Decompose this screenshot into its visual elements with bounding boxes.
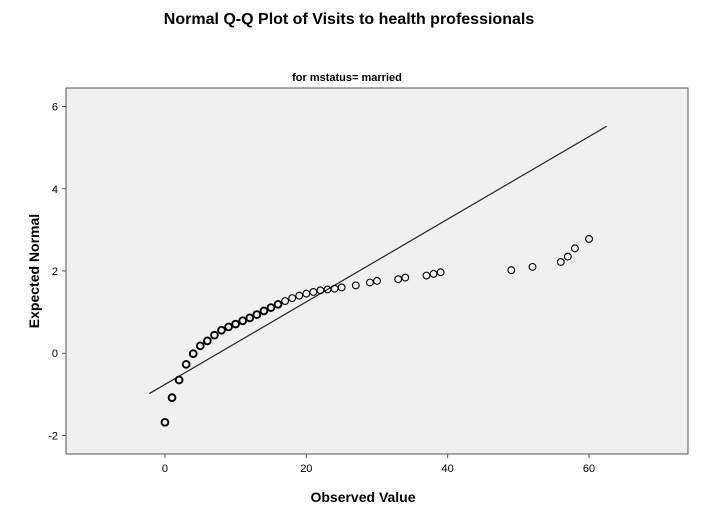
data-point	[563, 252, 572, 261]
data-point	[273, 299, 283, 309]
y-tick-label: 0	[52, 348, 58, 360]
data-point	[585, 234, 593, 243]
x-tick-label: 40	[442, 463, 454, 475]
data-point	[259, 306, 269, 316]
data-point	[252, 310, 262, 319]
y-tick-label: -2	[48, 430, 58, 442]
reference-line	[149, 125, 608, 395]
data-point	[288, 294, 297, 303]
x-axis: 0 20 40 60	[162, 454, 595, 475]
y-tick-label: 4	[52, 184, 58, 196]
data-point	[401, 273, 410, 282]
data-point	[210, 330, 219, 340]
data-point	[429, 269, 438, 278]
data-point	[181, 360, 191, 369]
data-point	[160, 417, 170, 427]
data-point	[302, 289, 311, 298]
x-tick-label: 0	[162, 463, 168, 475]
x-tick-label: 20	[300, 463, 312, 475]
data-point	[295, 291, 304, 300]
data-points	[160, 234, 593, 427]
data-point	[188, 349, 198, 359]
data-point	[281, 297, 290, 305]
chart-subtitle: for mstatus= married	[292, 72, 402, 84]
data-point	[174, 375, 184, 385]
y-tick-label: 6	[52, 102, 58, 114]
y-axis-label: Expected Normal	[26, 214, 42, 328]
data-point	[337, 283, 346, 292]
data-point	[422, 271, 431, 280]
data-point	[203, 336, 212, 346]
data-point	[507, 266, 516, 275]
data-point	[167, 393, 177, 403]
data-point	[266, 303, 276, 312]
x-tick-label: 60	[583, 463, 595, 475]
chart-title: Normal Q-Q Plot of Visits to health prof…	[164, 11, 535, 28]
data-point	[570, 244, 579, 253]
data-point	[217, 325, 226, 335]
data-point	[556, 258, 565, 266]
data-point	[436, 268, 445, 277]
data-point	[238, 316, 248, 326]
data-point	[245, 313, 255, 323]
data-point	[231, 319, 240, 329]
y-tick-label: 2	[52, 266, 58, 278]
data-point	[351, 281, 360, 290]
data-point	[224, 322, 233, 332]
data-point	[528, 262, 537, 271]
data-point	[394, 275, 403, 284]
data-point	[309, 288, 318, 296]
y-axis: -2 0 2 4 6	[48, 102, 66, 442]
x-axis-label: Observed Value	[310, 489, 415, 505]
data-point	[373, 276, 381, 285]
plot-area	[65, 87, 689, 455]
data-point	[195, 341, 205, 351]
data-point	[365, 278, 374, 287]
